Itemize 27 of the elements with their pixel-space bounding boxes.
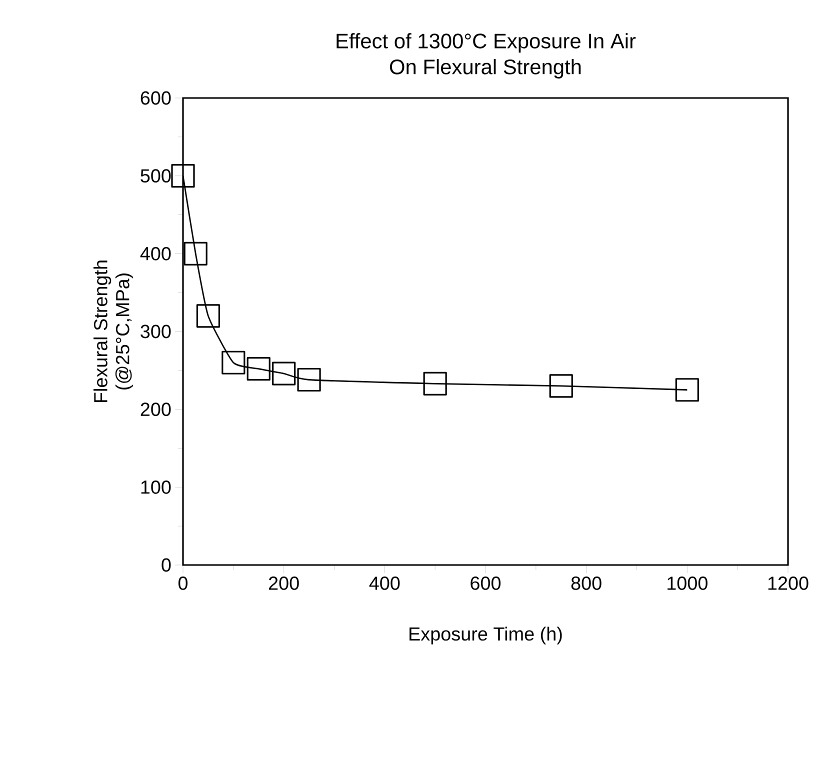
point [297,368,321,392]
x-tick-label: 200 [268,576,299,590]
point [423,372,447,396]
y-tick-label: 100 [141,480,171,494]
point [549,374,573,398]
x-axis-title: Exposure Time (h) [410,626,562,644]
point [196,304,220,328]
point [246,357,270,381]
y-tick-label: 300 [140,324,171,338]
point [675,378,699,402]
y-tick-label: 500 [140,169,171,183]
point [222,350,246,374]
y-tick-label: 200 [140,402,171,416]
x-tick-label: 800 [571,576,602,590]
x-tick-label: 1200 [768,576,808,590]
chart-title: Effect of 1300°C Exposure In Air On Flexural Strength [336,33,636,78]
y-axis-title: Flexural Strength (@25°C,MPa) [94,260,134,402]
x-tick-label: 0 [178,576,188,590]
x-tick-label: 400 [369,576,400,590]
x-tick-label: 600 [470,576,501,590]
point [171,164,195,188]
x-tick-label: 1000 [668,576,708,590]
y-tick-label: 400 [140,246,171,260]
point [272,362,296,386]
y-tick-label: 0 [162,558,171,572]
y-tick-label: 600 [140,91,171,105]
point [184,242,208,266]
